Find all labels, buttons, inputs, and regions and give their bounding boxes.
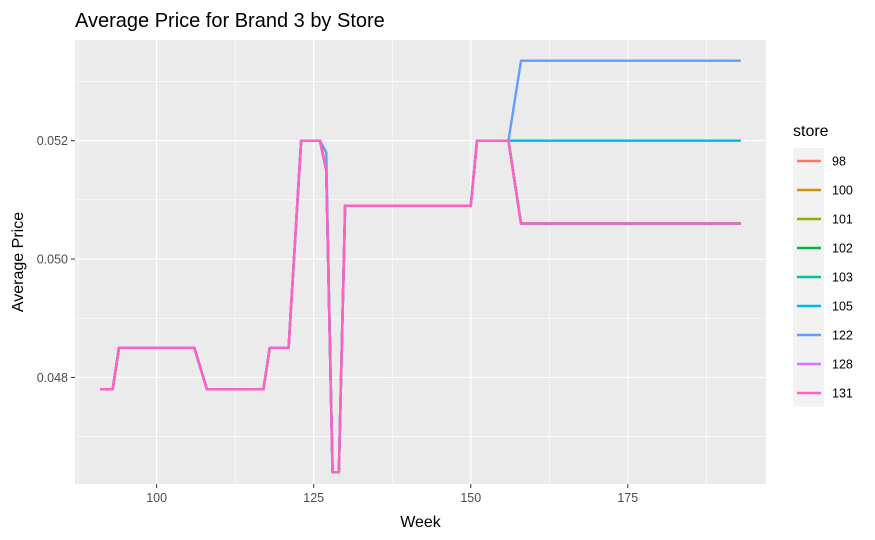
chart-title: Average Price for Brand 3 by Store: [75, 10, 385, 32]
x-axis-ticks: 100 125 150 175: [146, 484, 638, 505]
y-axis-ticks: 0.048 0.050 0.052: [37, 134, 75, 385]
legend-label-store-102: 102: [832, 242, 853, 256]
legend-label-store-131: 131: [832, 387, 853, 401]
legend: store 98 100 101 102 103 105 122 128 131: [793, 123, 853, 407]
major-gridlines: [75, 40, 766, 484]
y-tick-label: 0.050: [37, 253, 68, 267]
series-line-store-131: [100, 139, 741, 474]
legend-label-store-98: 98: [832, 155, 846, 169]
y-tick-label: 0.052: [37, 134, 68, 148]
y-axis-title: Average Price: [10, 212, 27, 312]
y-tick-label: 0.048: [37, 371, 68, 385]
legend-label-store-122: 122: [832, 329, 853, 343]
x-tick-label: 100: [146, 491, 167, 505]
legend-label-store-101: 101: [832, 213, 853, 227]
legend-label-store-128: 128: [832, 358, 853, 372]
legend-label-store-100: 100: [832, 184, 853, 198]
plot-panel: [75, 40, 766, 484]
x-axis-title: Week: [400, 514, 442, 531]
x-tick-label: 150: [460, 491, 481, 505]
legend-label-store-103: 103: [832, 271, 853, 285]
x-tick-label: 175: [617, 491, 638, 505]
x-tick-label: 125: [303, 491, 324, 505]
minor-gridlines: [75, 40, 766, 484]
legend-label-store-105: 105: [832, 300, 853, 314]
legend-title: store: [793, 123, 829, 140]
series-lines: [100, 59, 741, 474]
